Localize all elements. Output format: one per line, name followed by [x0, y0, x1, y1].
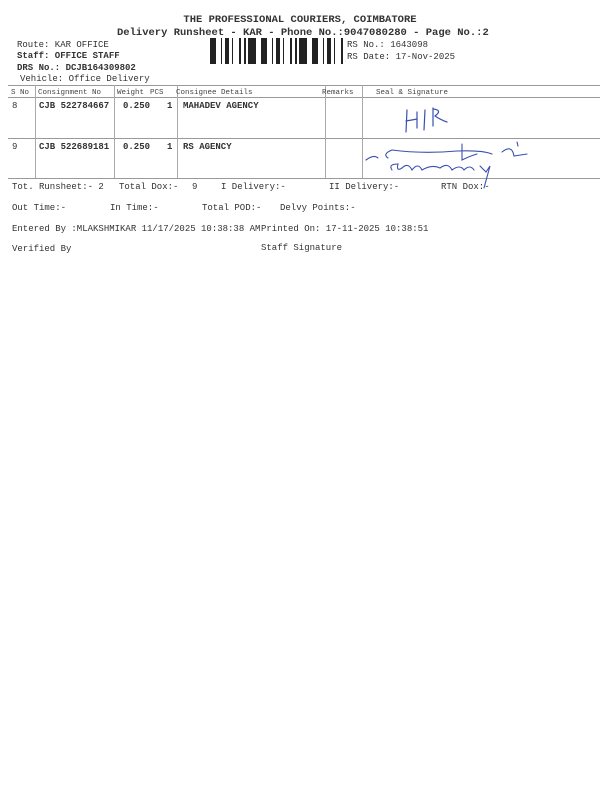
barcode-bar — [323, 38, 324, 64]
divider — [35, 85, 36, 178]
barcode-bar — [302, 38, 304, 64]
col-consignment: Consignment No — [38, 89, 102, 97]
cell-weight: 0.250 — [123, 101, 151, 111]
cell-consignment: CJB 522689181 — [39, 142, 110, 152]
divider — [362, 85, 363, 178]
i-delivery: I Delivery:- — [221, 182, 286, 192]
cell-consignment: CJB 522784667 — [39, 101, 110, 111]
barcode — [210, 38, 343, 64]
col-seal-signature: Seal & Signature — [376, 89, 449, 97]
route: Route: KAR OFFICE — [17, 40, 109, 50]
cell-pcs: 1 — [167, 101, 173, 111]
ii-delivery: II Delivery:- — [329, 182, 400, 192]
staff-signature: Staff Signature — [261, 243, 343, 253]
printed-on: Printed On: 17-11-2025 10:38:51 — [261, 224, 429, 234]
barcode-bar — [279, 38, 280, 64]
verified-by: Verified By — [12, 244, 72, 254]
runsheet-subtitle: Delivery Runsheet - KAR - Phone No.:9047… — [117, 27, 489, 39]
barcode-bar — [334, 38, 335, 64]
barcode-bar — [299, 38, 302, 64]
barcode-bar — [251, 38, 253, 64]
barcode-bar — [341, 38, 343, 64]
barcode-bar — [244, 38, 246, 64]
col-pcs: PCS — [150, 89, 164, 97]
barcode-bar — [312, 38, 315, 64]
cell-consignee: MAHADEV AGENCY — [183, 101, 259, 111]
cell-pcs: 1 — [167, 142, 173, 152]
cell-weight: 0.250 — [123, 142, 151, 152]
out-time: Out Time:- — [12, 203, 67, 213]
total-dox-label: Total Dox:- — [119, 182, 179, 192]
divider — [114, 85, 115, 178]
barcode-bar — [276, 38, 279, 64]
col-sno: S No — [11, 89, 30, 97]
divider — [177, 85, 178, 178]
barcode-bar — [330, 38, 331, 64]
barcode-bar — [248, 38, 251, 64]
rs-number: RS No.: 1643098 — [347, 40, 429, 50]
rtn-dox: RTN Dox:- — [441, 182, 490, 192]
barcode-bar — [315, 38, 318, 64]
divider — [8, 178, 600, 179]
barcode-bar — [264, 38, 267, 64]
barcode-bar — [290, 38, 292, 64]
signature-handwritten — [365, 141, 528, 189]
total-pod: Total POD:- — [202, 203, 262, 213]
cell-sno: 8 — [12, 101, 18, 111]
signature-handwritten — [405, 107, 448, 133]
staff: Staff: OFFICE STAFF — [17, 51, 120, 61]
divider — [8, 97, 600, 98]
divider — [325, 85, 326, 178]
barcode-bar — [253, 38, 256, 64]
barcode-bar — [327, 38, 330, 64]
barcode-bar — [232, 38, 233, 64]
barcode-bar — [221, 38, 222, 64]
company-title: THE PROFESSIONAL COURIERS, COIMBATORE — [183, 14, 417, 26]
barcode-bar — [283, 38, 284, 64]
barcode-bar — [213, 38, 216, 64]
barcode-bar — [295, 38, 297, 64]
barcode-bar — [304, 38, 307, 64]
cell-sno: 9 — [12, 142, 18, 152]
total-dox-value: 9 — [192, 182, 198, 192]
divider — [8, 85, 600, 86]
col-remarks: Remarks — [322, 89, 354, 97]
col-weight: Weight — [117, 89, 145, 97]
entered-by: Entered By :MLAKSHMIKAR 11/17/2025 10:38… — [12, 224, 261, 234]
in-time: In Time:- — [110, 203, 159, 213]
divider — [8, 138, 600, 139]
cell-consignee: RS AGENCY — [183, 142, 232, 152]
delvy-points: Delvy Points:- — [280, 203, 356, 213]
barcode-bar — [210, 38, 213, 64]
barcode-bar — [239, 38, 241, 64]
vehicle: Vehicle: Office Delivery — [20, 74, 150, 84]
barcode-bar — [272, 38, 273, 64]
barcode-bar — [261, 38, 264, 64]
col-consignee: Consignee Details — [176, 89, 253, 97]
barcode-bar — [228, 38, 229, 64]
rs-date: RS Date: 17-Nov-2025 — [347, 52, 456, 62]
barcode-bar — [225, 38, 228, 64]
tot-runsheet: Tot. Runsheet:- 2 — [12, 182, 104, 192]
drs-number: DRS No.: DCJB164309802 — [17, 63, 136, 73]
